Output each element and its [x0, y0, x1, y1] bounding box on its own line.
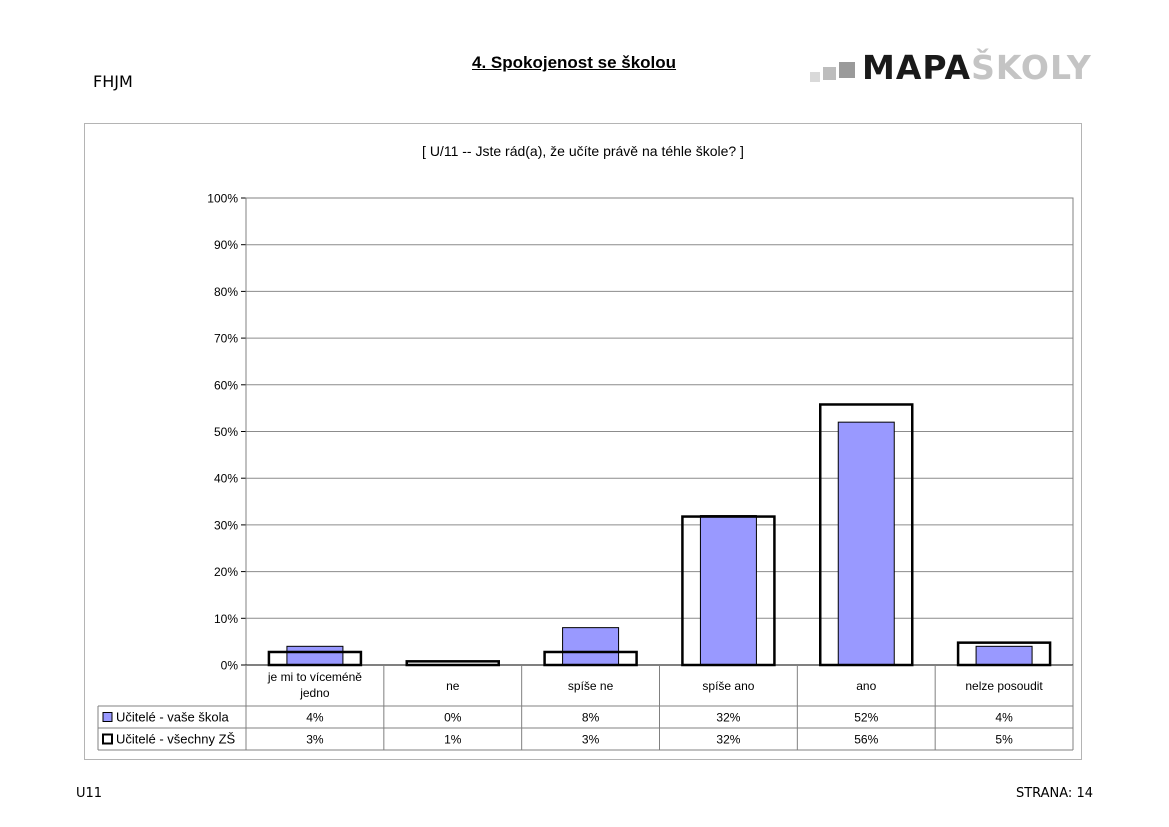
- footer-code: U11: [76, 786, 103, 801]
- x-category-label: spíše ne: [568, 679, 614, 693]
- data-label: 1%: [444, 733, 462, 747]
- data-label: 4%: [306, 711, 324, 725]
- data-label: 5%: [995, 733, 1013, 747]
- school-code: FHJM: [93, 72, 133, 91]
- y-tick-label: 80%: [214, 285, 238, 299]
- logo-text: MAPAŠKOLY: [862, 48, 1092, 87]
- y-tick-label: 50%: [214, 425, 238, 439]
- y-tick-label: 90%: [214, 238, 238, 252]
- legend-series-name: Učitelé - všechny ZŠ: [116, 732, 236, 747]
- bar-vase-skola: [975, 645, 1033, 666]
- logo-text-mapa: MAPA: [862, 48, 972, 87]
- y-tick-label: 0%: [221, 659, 239, 673]
- legend-series-name: Učitelé - vaše škola: [116, 710, 229, 725]
- bar-vase-skola: [562, 627, 620, 666]
- footer-page-number: STRANA: 14: [1015, 786, 1093, 801]
- logo-text-skoly: ŠKOLY: [971, 48, 1092, 87]
- chart-frame: [ U/11 -- Jste rád(a), že učíte právě na…: [84, 123, 1082, 760]
- y-tick-label: 70%: [214, 332, 238, 346]
- x-category-label: ano: [856, 679, 876, 693]
- y-tick-label: 60%: [214, 378, 238, 392]
- bar-chart: [ U/11 -- Jste rád(a), že učíte právě na…: [97, 143, 1074, 751]
- x-category-label: ne: [446, 679, 460, 693]
- data-label: 32%: [716, 711, 740, 725]
- bar-vase-skola: [286, 645, 344, 666]
- y-tick-label: 30%: [214, 518, 238, 532]
- data-label: 3%: [306, 733, 324, 747]
- y-tick-label: 100%: [207, 192, 238, 206]
- bar-vase-skola: [699, 515, 757, 666]
- y-tick-label: 10%: [214, 612, 238, 626]
- data-label: 8%: [582, 711, 600, 725]
- y-tick-label: 40%: [214, 472, 238, 486]
- x-category-label: jedno: [299, 686, 330, 700]
- bar-vsechny-zs: [405, 660, 500, 667]
- data-label: 52%: [854, 711, 878, 725]
- y-tick-label: 20%: [214, 565, 238, 579]
- legend-key-vsechny-zs: [102, 733, 113, 745]
- data-label: 4%: [995, 711, 1013, 725]
- data-label: 56%: [854, 733, 878, 747]
- data-label: 0%: [444, 711, 462, 725]
- x-category-label: nelze posoudit: [965, 679, 1043, 693]
- section-title: 4. Spokojenost se školou: [472, 53, 677, 72]
- x-category-label: spíše ano: [702, 679, 754, 693]
- chart-title: [ U/11 -- Jste rád(a), že učíte právě na…: [422, 143, 744, 159]
- data-label: 32%: [716, 733, 740, 747]
- legend-key-vase-skola: [102, 712, 113, 722]
- data-label: 3%: [582, 733, 600, 747]
- bar-vase-skola: [837, 421, 895, 666]
- mapa-skoly-logo: MAPAŠKOLY: [810, 48, 1091, 88]
- x-category-label: je mi to víceméně: [267, 670, 362, 684]
